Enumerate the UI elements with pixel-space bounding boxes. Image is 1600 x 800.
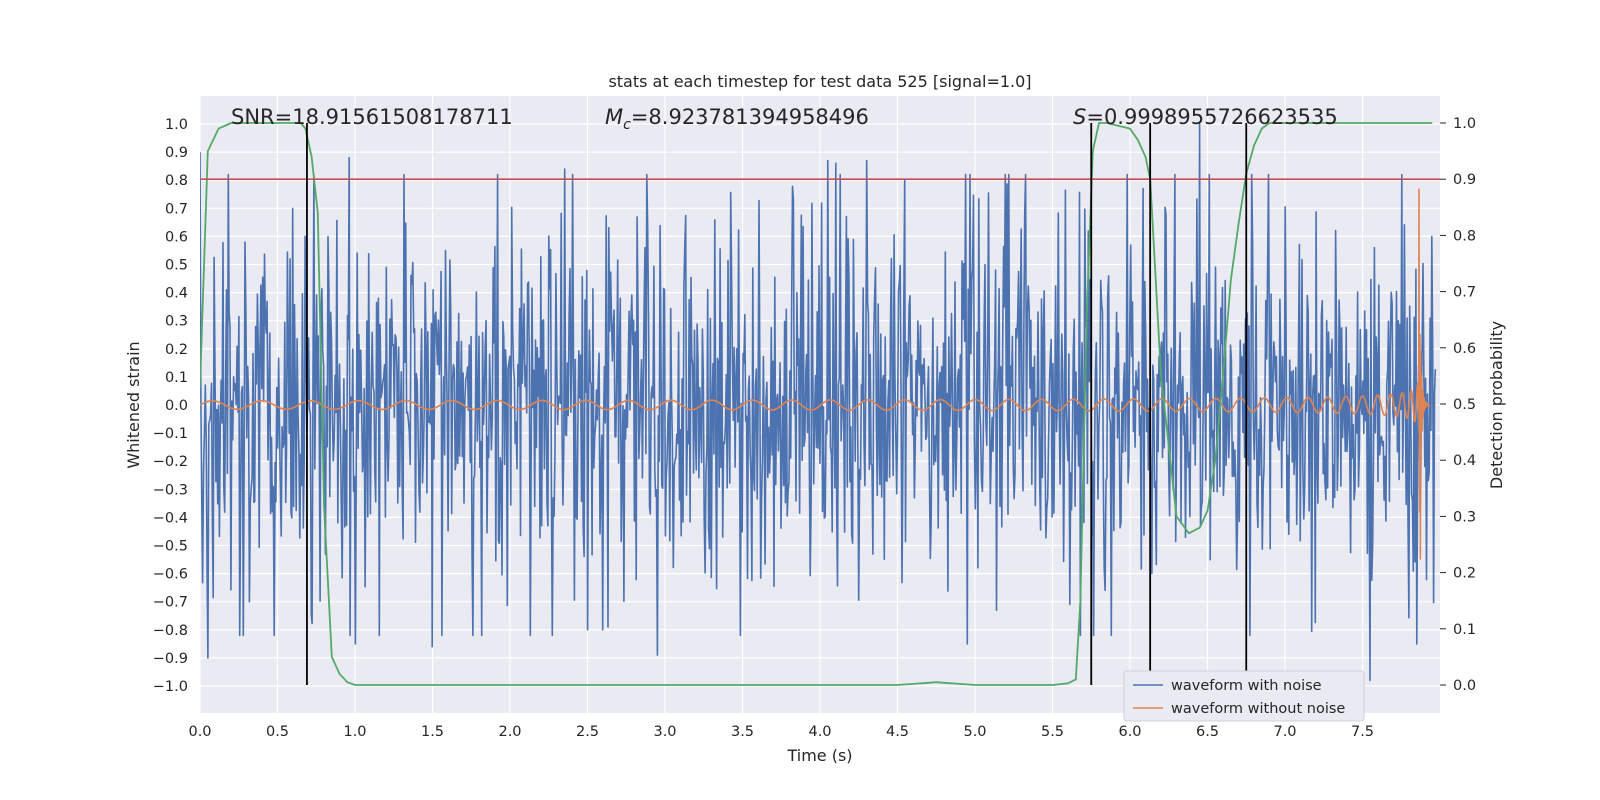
chirp-mass-symbol: M <box>605 105 623 129</box>
y2-tick-label: 0.2 <box>1453 566 1476 582</box>
y-tick-label: 0.5 <box>165 258 188 274</box>
y2-tick-label: 0.6 <box>1453 341 1476 357</box>
x-tick-label: 5.5 <box>1041 724 1064 740</box>
y-tick-label: −0.3 <box>153 482 188 498</box>
legend-label-noisy: waveform with noise <box>1171 678 1322 694</box>
y2-tick-label: 0.3 <box>1453 509 1476 525</box>
y2-tick-label: 1.0 <box>1453 116 1476 132</box>
x-tick-label: 4.0 <box>808 724 831 740</box>
series-waveform-with-noise <box>200 123 1437 682</box>
x-tick-label: 0.5 <box>266 724 289 740</box>
score-symbol: S <box>1073 105 1086 129</box>
y-tick-label: 0.1 <box>165 370 188 386</box>
legend-label-clean: waveform without noise <box>1171 701 1345 717</box>
y2-tick-label: 0.0 <box>1453 678 1476 694</box>
x-tick-label: 1.0 <box>343 724 366 740</box>
y-tick-label: −1.0 <box>153 679 188 695</box>
y-tick-label: 0.7 <box>165 201 188 217</box>
y-tick-label: 0.6 <box>165 229 188 245</box>
x-tick-label: 2.0 <box>498 724 521 740</box>
score-value: =0.9998955726623535 <box>1086 105 1337 129</box>
y-tick-label: 0.3 <box>165 314 188 330</box>
series-detection-probability <box>200 122 1433 686</box>
x-axis-label: Time (s) <box>786 746 852 765</box>
legend-frame <box>1123 670 1365 722</box>
x-tick-label: 7.5 <box>1351 724 1374 740</box>
x-tick-label: 6.5 <box>1196 724 1219 740</box>
x-tick-label: 3.0 <box>653 724 676 740</box>
y-tick-label: −0.5 <box>153 539 188 555</box>
y-tick-label: 0.0 <box>165 398 188 414</box>
x-tick-label: 4.5 <box>886 724 909 740</box>
chirp-mass-subscript: c <box>623 117 631 133</box>
snr-annotation: SNR=18.91561508178711 <box>231 105 513 129</box>
y-tick-label: −0.2 <box>153 454 188 470</box>
y2-axis-label: Detection probability <box>1487 321 1506 489</box>
y-tick-label: −0.7 <box>153 595 188 611</box>
y2-tick-label: 0.5 <box>1453 397 1476 413</box>
x-tick-label: 2.5 <box>576 724 599 740</box>
y-tick-label: 0.2 <box>165 342 188 358</box>
x-tick-label: 6.0 <box>1118 724 1141 740</box>
y-tick-label: −0.4 <box>153 510 188 526</box>
y-tick-label: −0.9 <box>153 651 188 667</box>
x-tick-label: 7.0 <box>1273 724 1296 740</box>
chirp-mass-annotation: Mc=8.923781394958496 <box>605 105 869 133</box>
y-tick-label: 0.4 <box>165 286 188 302</box>
y2-tick-label: 0.9 <box>1453 172 1476 188</box>
y-tick-label: 1.0 <box>165 117 188 133</box>
y2-tick-label: 0.4 <box>1453 453 1476 469</box>
chirp-mass-value: =8.923781394958496 <box>631 105 869 129</box>
y-tick-label: −0.6 <box>153 567 188 583</box>
series-waveform-without-noise <box>200 188 1430 560</box>
x-tick-label: 0.0 <box>188 724 211 740</box>
y-tick-label: 0.9 <box>165 145 188 161</box>
legend: waveform with noise waveform without noi… <box>1123 670 1365 722</box>
score-annotation: S=0.9998955726623535 <box>1073 105 1338 129</box>
y-tick-label: −0.8 <box>153 623 188 639</box>
y2-tick-label: 0.1 <box>1453 622 1476 638</box>
x-tick-label: 5.0 <box>963 724 986 740</box>
y-tick-label: −0.1 <box>153 426 188 442</box>
x-tick-label: 1.5 <box>421 724 444 740</box>
y-tick-label: 0.8 <box>165 173 188 189</box>
x-tick-label: 3.5 <box>731 724 754 740</box>
y2-tick-label: 0.7 <box>1453 285 1476 301</box>
y-axis-label: Whitened strain <box>124 341 143 468</box>
y2-tick-label: 0.8 <box>1453 228 1476 244</box>
chart-title: stats at each timestep for test data 525… <box>608 72 1031 91</box>
